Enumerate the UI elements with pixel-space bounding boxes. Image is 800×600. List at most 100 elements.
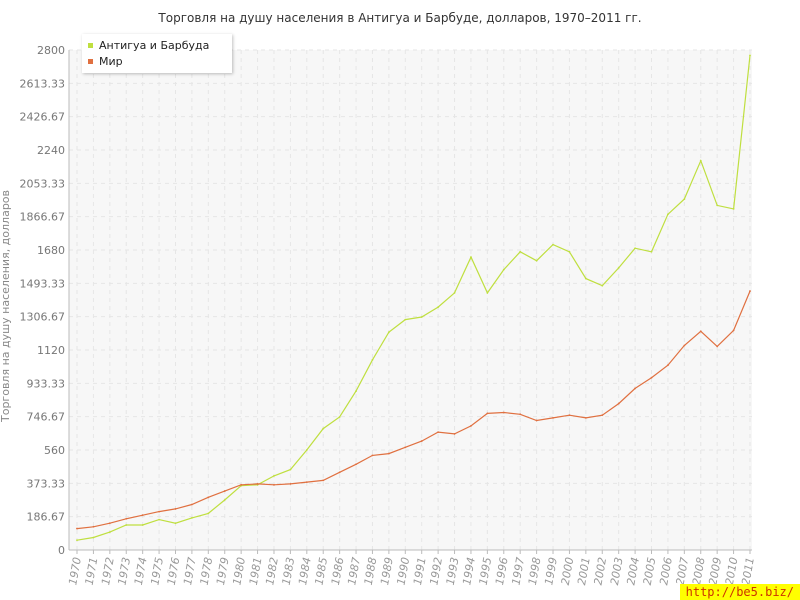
y-tick-label: 1680: [37, 244, 65, 257]
data-point: [404, 446, 407, 449]
data-point: [732, 329, 735, 332]
legend-item[interactable]: Мир: [88, 53, 228, 69]
x-tick-label: 1980: [230, 556, 248, 586]
data-point: [289, 468, 292, 471]
x-tick-label: 1998: [526, 556, 544, 586]
data-point: [732, 208, 735, 210]
data-point: [667, 213, 669, 216]
data-point: [502, 268, 505, 271]
watermark: http://be5.biz/: [679, 584, 800, 600]
x-tick-label: 2004: [624, 556, 642, 586]
data-point: [634, 247, 636, 250]
x-tick-label: 1971: [83, 556, 101, 586]
data-point: [305, 481, 308, 484]
data-point: [601, 284, 604, 287]
x-tick-label: 1990: [395, 556, 413, 586]
data-point: [338, 416, 341, 418]
data-point: [650, 376, 653, 379]
x-tick-label: 1996: [493, 556, 511, 586]
data-point: [371, 358, 374, 361]
data-point: [404, 318, 407, 321]
x-tick-label: 2007: [674, 556, 692, 586]
y-tick-label: 1120: [37, 344, 65, 357]
y-tick-label: 2426.67: [20, 111, 66, 124]
x-tick-label: 1994: [460, 556, 478, 586]
x-tick-label: 2003: [608, 556, 626, 586]
x-tick-label: 1985: [313, 556, 331, 586]
x-tick-label: 2002: [592, 556, 610, 586]
data-point: [223, 499, 226, 501]
y-tick-label: 2240: [37, 144, 65, 157]
data-point: [387, 452, 390, 455]
y-tick-label: 2800: [37, 44, 65, 57]
data-point: [519, 413, 522, 416]
data-point: [716, 204, 719, 207]
legend-item[interactable]: Антигуа и Барбуда: [88, 37, 228, 53]
data-point: [437, 431, 440, 434]
data-point: [322, 479, 325, 482]
data-point: [223, 490, 226, 492]
x-tick-label: 1988: [362, 556, 380, 586]
data-point: [355, 390, 357, 392]
data-point: [355, 463, 357, 466]
x-tick-label: 1987: [345, 556, 363, 586]
chart-title: Торговля на душу населения в Антигуа и Б…: [158, 11, 642, 25]
data-point: [141, 524, 144, 526]
data-point: [683, 344, 686, 347]
data-point: [338, 471, 341, 474]
x-tick-label: 1999: [542, 556, 560, 586]
data-point: [470, 424, 472, 427]
data-point: [371, 454, 374, 457]
data-point: [552, 243, 554, 246]
series-line: [76, 55, 751, 541]
y-tick-label: 933.33: [27, 377, 66, 390]
data-point: [305, 449, 308, 451]
data-point: [92, 525, 95, 528]
y-tick-label: 2613.33: [20, 77, 66, 90]
data-point: [749, 54, 751, 57]
x-tick-label: 1977: [181, 556, 199, 586]
x-tick-label: 2000: [559, 556, 577, 586]
y-tick-label: 560: [44, 444, 65, 457]
x-tick-label: 2006: [657, 556, 675, 586]
x-tick-label: 1973: [116, 556, 134, 586]
data-point: [420, 316, 423, 318]
data-point: [584, 416, 587, 419]
data-point: [568, 250, 571, 253]
x-tick-label: 1970: [66, 556, 84, 586]
data-point: [749, 290, 751, 292]
y-tick-label: 373.33: [27, 477, 66, 490]
data-point: [240, 483, 243, 486]
data-point: [601, 414, 604, 417]
x-tick-label: 2008: [690, 556, 708, 586]
data-point: [387, 331, 390, 334]
x-tick-label: 1972: [99, 556, 117, 586]
data-point: [158, 518, 160, 521]
data-point: [667, 364, 669, 367]
series-line: [76, 290, 751, 530]
y-tick-label: 1493.33: [20, 277, 66, 290]
data-point: [519, 250, 522, 253]
y-tick-label: 746.67: [27, 411, 66, 424]
data-point: [207, 496, 210, 499]
data-point: [502, 411, 505, 414]
legend: Антигуа и Барбуда Мир: [82, 34, 232, 73]
data-point: [322, 427, 325, 430]
legend-swatch: [88, 58, 93, 64]
data-point: [92, 536, 95, 539]
data-point: [289, 483, 292, 485]
data-point: [699, 159, 702, 162]
data-point: [420, 440, 423, 442]
y-tick-label: 0: [58, 544, 65, 557]
data-point: [453, 291, 456, 294]
data-point: [76, 527, 78, 530]
x-tick-label: 1974: [132, 556, 150, 586]
x-tick-label: 1989: [378, 556, 396, 586]
data-point: [535, 259, 538, 262]
x-tick-label: 1986: [329, 556, 347, 586]
x-tick-label: 1981: [247, 556, 265, 586]
data-point: [552, 416, 554, 419]
data-point: [125, 524, 128, 526]
